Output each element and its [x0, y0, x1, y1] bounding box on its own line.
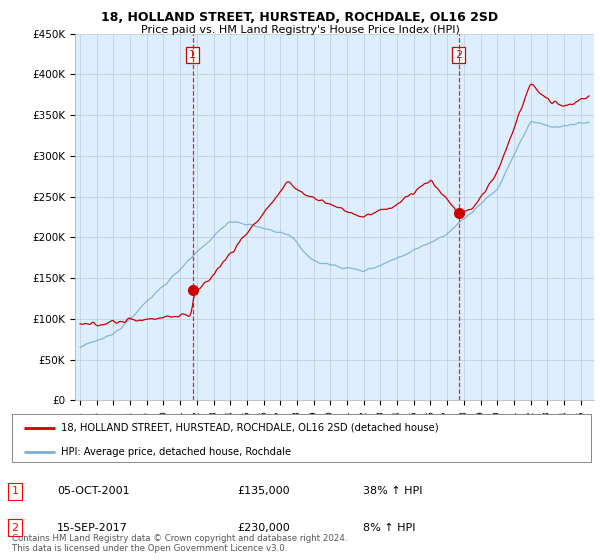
Text: 05-OCT-2001: 05-OCT-2001 [57, 487, 130, 496]
Text: 8% ↑ HPI: 8% ↑ HPI [363, 523, 415, 533]
Text: 15-SEP-2017: 15-SEP-2017 [57, 523, 128, 533]
Text: 2: 2 [455, 50, 463, 60]
Text: 1: 1 [11, 487, 19, 496]
Text: 18, HOLLAND STREET, HURSTEAD, ROCHDALE, OL16 2SD: 18, HOLLAND STREET, HURSTEAD, ROCHDALE, … [101, 11, 499, 24]
Text: Price paid vs. HM Land Registry's House Price Index (HPI): Price paid vs. HM Land Registry's House … [140, 25, 460, 35]
Text: 1: 1 [189, 50, 196, 60]
Text: 2: 2 [11, 523, 19, 533]
Text: HPI: Average price, detached house, Rochdale: HPI: Average price, detached house, Roch… [61, 446, 292, 456]
Text: Contains HM Land Registry data © Crown copyright and database right 2024.
This d: Contains HM Land Registry data © Crown c… [12, 534, 347, 553]
Text: 18, HOLLAND STREET, HURSTEAD, ROCHDALE, OL16 2SD (detached house): 18, HOLLAND STREET, HURSTEAD, ROCHDALE, … [61, 423, 439, 433]
Text: 38% ↑ HPI: 38% ↑ HPI [363, 487, 422, 496]
Text: £230,000: £230,000 [237, 523, 290, 533]
Text: £135,000: £135,000 [237, 487, 290, 496]
